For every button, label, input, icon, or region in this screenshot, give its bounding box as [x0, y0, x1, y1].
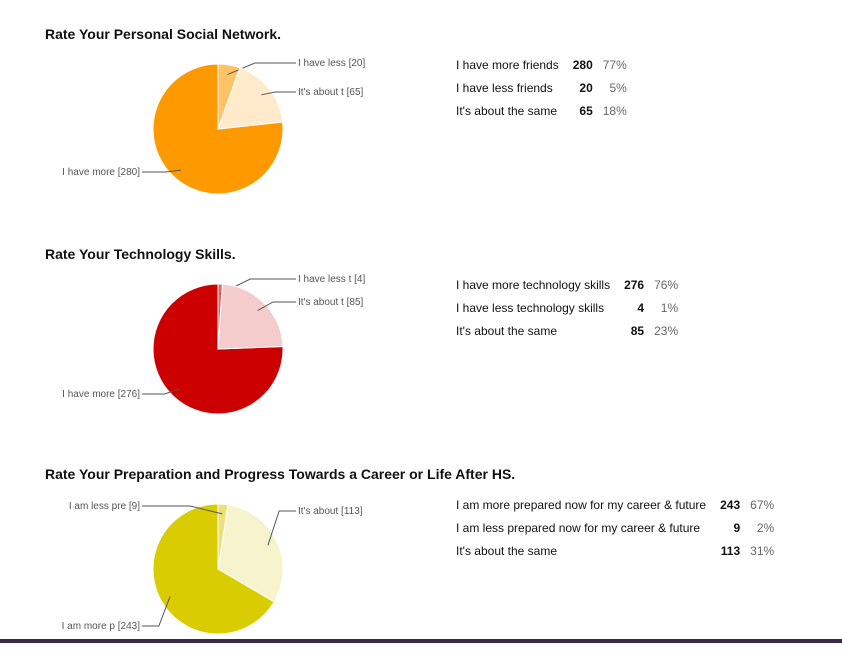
answer-label: It's about the same	[456, 323, 558, 338]
slice-label: I have more [280]	[62, 167, 140, 178]
leader-line	[142, 596, 171, 627]
answer-percent: 23%	[654, 323, 679, 338]
chart-section-3: Rate Your Preparation and Progress Towar…	[0, 440, 842, 660]
answer-label: I have less technology skills	[456, 300, 605, 315]
slice-label: It's about t [85]	[298, 297, 364, 308]
answer-count: 243	[720, 497, 741, 512]
summary-table: I have more friends 280 77% I have less …	[456, 53, 627, 122]
table-row: I have more technology skills 276 76%	[456, 273, 678, 296]
answer-percent: 76%	[654, 277, 679, 292]
answer-count: 280	[572, 57, 593, 72]
table-row: I am more prepared now for my career & f…	[456, 493, 774, 516]
answer-count: 20	[579, 80, 593, 95]
window-bottom-edge	[0, 639, 842, 643]
table-row: I have less friends 20 5%	[456, 76, 627, 99]
answer-label: I have less friends	[456, 80, 553, 95]
leader-line	[142, 388, 180, 395]
answer-percent: 2%	[756, 520, 775, 535]
slice-label: It's about t [65]	[298, 87, 364, 98]
slice-label: I have more [276]	[62, 389, 140, 400]
answer-count: 4	[637, 300, 645, 315]
leader-line	[142, 169, 182, 173]
chart-title: Rate Your Technology Skills.	[45, 246, 236, 262]
table-row: I have less technology skills 4 1%	[456, 296, 678, 319]
leader-line	[267, 510, 296, 546]
answer-count: 9	[733, 520, 741, 535]
pie-slice	[152, 503, 275, 635]
answer-label: It's about the same	[456, 103, 558, 118]
pie-slice	[152, 63, 284, 195]
slice-label: I am more p [243]	[62, 621, 141, 632]
pie-slice	[217, 504, 284, 603]
answer-count: 113	[720, 543, 741, 558]
chart-section-2: Rate Your Technology Skills. I have more…	[0, 220, 842, 440]
table-row: I am less prepared now for my career & f…	[456, 516, 774, 539]
slice-label: I am less pre [9]	[69, 501, 140, 512]
answer-percent: 5%	[609, 80, 627, 95]
answer-count: 276	[624, 277, 645, 292]
leader-line	[261, 91, 296, 96]
leader-line	[142, 505, 223, 515]
chart-section-1: Rate Your Personal Social Network. I hav…	[0, 0, 842, 220]
summary-table: I have more technology skills 276 76% I …	[456, 273, 678, 342]
answer-percent: 1%	[660, 300, 679, 315]
pie-chart: I am more p [243] I am less pre [9] It's a…	[62, 501, 363, 635]
answer-percent: 77%	[602, 57, 627, 72]
leader-line	[257, 301, 296, 311]
slice-label: It's about [113]	[298, 506, 363, 517]
answer-label: I have more technology skills	[456, 277, 611, 292]
pie-slice	[217, 283, 284, 350]
answer-count: 85	[630, 323, 645, 338]
answer-label: I am more prepared now for my career & f…	[456, 497, 707, 512]
table-row: It's about the same 85 23%	[456, 319, 678, 342]
answer-percent: 18%	[602, 103, 627, 118]
answer-percent: 67%	[750, 497, 775, 512]
pie-chart: I have more [280] I have less [20] It's ab…	[62, 58, 365, 195]
answer-percent: 31%	[750, 543, 775, 558]
pie-chart: I have more [276] I have less t [4] It's a…	[62, 274, 365, 415]
table-row: It's about the same 65 18%	[456, 99, 627, 122]
chart-title: Rate Your Personal Social Network.	[45, 26, 282, 42]
pie-slice	[217, 67, 284, 130]
summary-table: I am more prepared now for my career & f…	[456, 493, 774, 562]
leader-line	[227, 62, 296, 76]
slice-label: I have less t [4]	[298, 274, 365, 285]
chart-title: Rate Your Preparation and Progress Towar…	[45, 466, 516, 482]
answer-label: I am less prepared now for my career & f…	[456, 520, 701, 535]
table-row: I have more friends 280 77%	[456, 53, 627, 76]
slice-label: I have less [20]	[298, 58, 365, 69]
answer-count: 65	[579, 103, 593, 118]
table-row: It's about the same 113 31%	[456, 539, 774, 562]
answer-label: I have more friends	[456, 57, 559, 72]
answer-label: It's about the same	[456, 543, 558, 558]
